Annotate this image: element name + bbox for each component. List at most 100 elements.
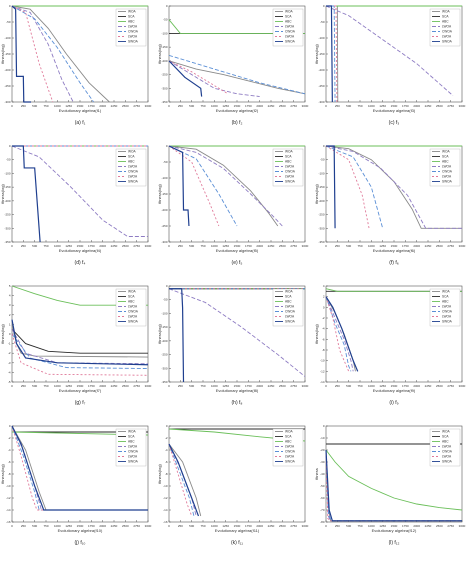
chart-panel: 0 250 500 750 1000 1250 1500 1750 2000 2250 2500 27… xyxy=(0,144,152,266)
x-tick-label: 2500 xyxy=(122,244,129,248)
series-line xyxy=(12,145,41,243)
legend-label: WOA xyxy=(128,10,136,14)
y-axis-label: fitness(log) xyxy=(314,44,319,64)
x-tick-label: 2750 xyxy=(133,104,140,108)
x-tick-label: 2250 xyxy=(425,524,432,528)
x-tick-label: 1500 xyxy=(77,244,84,248)
y-tick-label: -3 xyxy=(8,361,11,365)
legend-label: LWOA xyxy=(442,315,452,319)
y-tick-label: 0 xyxy=(9,424,11,428)
x-tick-label: 1500 xyxy=(77,524,84,528)
x-tick-label: 0 xyxy=(325,524,327,528)
legend-label: ABC xyxy=(442,160,449,164)
x-tick-label: 2250 xyxy=(425,384,432,388)
legend-label: WOA xyxy=(285,150,293,154)
y-tick-label: -50 xyxy=(163,160,168,164)
x-tick-label: 500 xyxy=(346,244,351,248)
y-tick-label: -150 xyxy=(318,185,324,189)
legend-label: WOA xyxy=(442,430,450,434)
legend-label: SWOA xyxy=(128,40,139,44)
y-tick-label: -20 xyxy=(320,448,325,452)
y-tick-label: 4 xyxy=(323,284,325,288)
legend-label: ABC xyxy=(128,440,135,444)
series-line xyxy=(326,5,338,103)
legend-label: SWOA xyxy=(442,320,453,324)
x-tick-label: 250 xyxy=(178,384,183,388)
x-tick-label: 1250 xyxy=(65,384,72,388)
series-line xyxy=(11,285,148,306)
legend-label: ABC xyxy=(285,20,292,24)
x-tick-label: 1000 xyxy=(211,244,218,248)
y-tick-label: -50 xyxy=(6,158,11,162)
series-line xyxy=(325,288,462,292)
y-tick-label: -250 xyxy=(161,353,167,357)
series-line xyxy=(11,5,110,103)
x-tick-label: 1000 xyxy=(368,524,375,528)
x-tick-label: 2750 xyxy=(447,104,454,108)
x-tick-label: 3000 xyxy=(459,104,466,108)
x-tick-label: 2000 xyxy=(413,104,420,108)
panel-caption: (c) f₃ xyxy=(389,120,400,126)
x-tick-label: 500 xyxy=(346,524,351,528)
series-line xyxy=(11,5,32,103)
y-tick-label: 5 xyxy=(9,284,11,288)
y-axis-label: fitness(log) xyxy=(157,184,162,204)
x-tick-label: 0 xyxy=(168,524,170,528)
series-line xyxy=(168,443,195,517)
x-tick-label: 2500 xyxy=(436,244,443,248)
legend-label: ABC xyxy=(285,300,292,304)
legend-label: LWOA xyxy=(285,175,295,179)
x-tick-label: 2750 xyxy=(447,524,454,528)
y-tick-label: -100 xyxy=(318,36,324,40)
x-tick-label: 500 xyxy=(189,244,194,248)
y-tick-label: -4 xyxy=(8,370,11,374)
legend-label: SWOA xyxy=(442,180,453,184)
y-tick-label: 2 xyxy=(323,295,325,299)
y-tick-label: -150 xyxy=(4,185,10,189)
y-tick-label: -200 xyxy=(4,68,10,72)
legend-box xyxy=(429,288,461,327)
series-line xyxy=(11,425,148,511)
x-tick-label: 500 xyxy=(32,104,37,108)
legend-label: SCA xyxy=(442,295,449,299)
chart-panel: 0 250 500 750 1000 1250 1500 1750 2000 2250 2500 27… xyxy=(157,284,309,406)
x-tick-label: 1750 xyxy=(88,244,95,248)
legend-label: SWOA xyxy=(442,40,453,44)
legend-label: ABC xyxy=(128,300,135,304)
y-tick-label: -50 xyxy=(320,20,325,24)
legend-label: CWOA xyxy=(442,30,453,34)
x-tick-label: 2000 xyxy=(99,244,106,248)
x-tick-label: 2250 xyxy=(111,104,118,108)
x-tick-label: 2500 xyxy=(279,244,286,248)
y-tick-label: -8 xyxy=(322,348,325,352)
chart-panel: 0 250 500 750 1000 1250 1500 1750 2000 2250 2500 27… xyxy=(157,424,309,546)
legend-label: LWOA xyxy=(442,305,452,309)
y-tick-label: -50 xyxy=(320,484,325,488)
legend-label: LWOA xyxy=(128,315,138,319)
y-tick-label: 0 xyxy=(166,144,168,148)
y-tick-label: -300 xyxy=(4,100,10,104)
y-axis-label: fitness(log) xyxy=(157,324,162,344)
legend-label: LWOA xyxy=(285,35,295,39)
legend-label: CWOA xyxy=(285,170,296,174)
x-tick-label: 2750 xyxy=(447,244,454,248)
x-tick-label: 1250 xyxy=(379,104,386,108)
x-tick-label: 1750 xyxy=(402,104,409,108)
x-tick-label: 2250 xyxy=(111,244,118,248)
y-tick-label: -100 xyxy=(4,171,10,175)
x-tick-label: 250 xyxy=(335,384,340,388)
y-tick-label: -200 xyxy=(161,339,167,343)
x-tick-label: 750 xyxy=(43,524,48,528)
x-tick-label: 0 xyxy=(168,104,170,108)
x-tick-label: 2000 xyxy=(256,104,263,108)
x-tick-label: 0 xyxy=(325,104,327,108)
x-tick-label: 250 xyxy=(178,104,183,108)
legend-label: CWOA xyxy=(128,30,139,34)
x-tick-label: 0 xyxy=(11,384,13,388)
x-tick-label: 2000 xyxy=(99,384,106,388)
legend-label: SWOA xyxy=(128,320,139,324)
y-tick-label: -70 xyxy=(320,508,325,512)
y-tick-label: -300 xyxy=(318,100,324,104)
legend-label: SCA xyxy=(128,15,135,19)
